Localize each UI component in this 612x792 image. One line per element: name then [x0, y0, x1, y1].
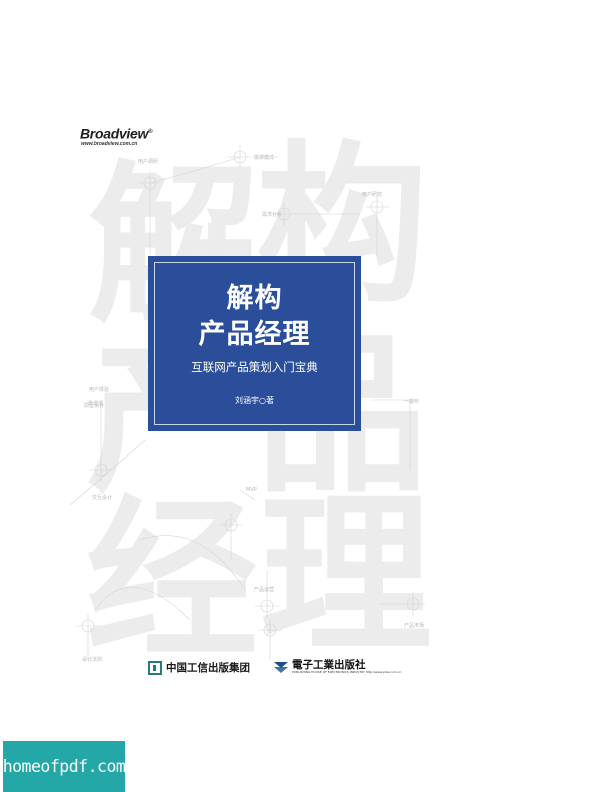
- book-subtitle: 互联网产品策划入门宝典: [191, 360, 318, 374]
- wire-label-4: 用户研究: [362, 192, 383, 198]
- broadview-name: Broadview: [80, 125, 149, 142]
- wire-label-1: 用户调研: [138, 159, 159, 165]
- crosshair-node-6: [219, 513, 243, 537]
- wire-label-12: 设计法则: [82, 657, 103, 663]
- watermark-char-5: 经: [86, 480, 258, 681]
- crosshair-node-3: [272, 202, 296, 226]
- wire-label-11: 产品运营: [254, 587, 275, 593]
- title-box: 解构 产品经理 互联网产品策划入门宝典 刘涵宇○著: [148, 256, 361, 431]
- phei-logo-icon: [274, 662, 288, 673]
- crosshair-node-5: [89, 458, 113, 482]
- phei-publisher-name: 電子工業出版社: [292, 658, 366, 671]
- miit-publishing-group-logo: 中国工信出版集团: [148, 660, 250, 675]
- miit-logo-icon: [148, 660, 162, 675]
- broadview-url: www.broadview.com.cn: [81, 140, 138, 147]
- wire-label-7: 原型设计: [84, 403, 105, 409]
- phei-publisher-subtitle: PUBLISHING HOUSE OF ELECTRONICS INDUSTRY…: [292, 669, 402, 674]
- crosshair-node-8: [401, 592, 425, 616]
- wire-label-2: 需求模式: [254, 155, 275, 161]
- title-box-frame: [154, 262, 355, 425]
- book-title-line2: 产品经理: [198, 319, 311, 350]
- wire-label-5: 用户体验: [89, 387, 110, 393]
- wire-label-8: 交互设计: [92, 495, 113, 501]
- site-watermark-banner[interactable]: homeofpdf.com: [3, 741, 126, 792]
- book-title-line1: 解构: [226, 283, 283, 314]
- watermark-char-6: 理: [260, 475, 432, 676]
- crosshair-node-9: [76, 614, 100, 638]
- wire-label-13: 产品市场: [404, 623, 425, 629]
- crosshair-node-7: [255, 594, 279, 618]
- phei-logo: 電子工業出版社 PUBLISHING HOUSE OF ELECTRONICS …: [273, 659, 401, 675]
- registered-mark: ®: [148, 129, 153, 135]
- book-author: 刘涵宇○著: [235, 396, 274, 405]
- wire-label-10: 一期布: [404, 399, 420, 405]
- wire-label-9: MVP: [246, 487, 257, 493]
- wire-label-3: 需求分析: [262, 212, 283, 218]
- broadview-logo: Broadview® www.broadview.com.cn: [80, 125, 153, 147]
- crosshair-node-4: [365, 195, 389, 219]
- wire-label-6: 需求池: [88, 401, 104, 407]
- crosshair-node-10: [258, 618, 282, 642]
- miit-publisher-name: 中国工信出版集团: [166, 662, 250, 674]
